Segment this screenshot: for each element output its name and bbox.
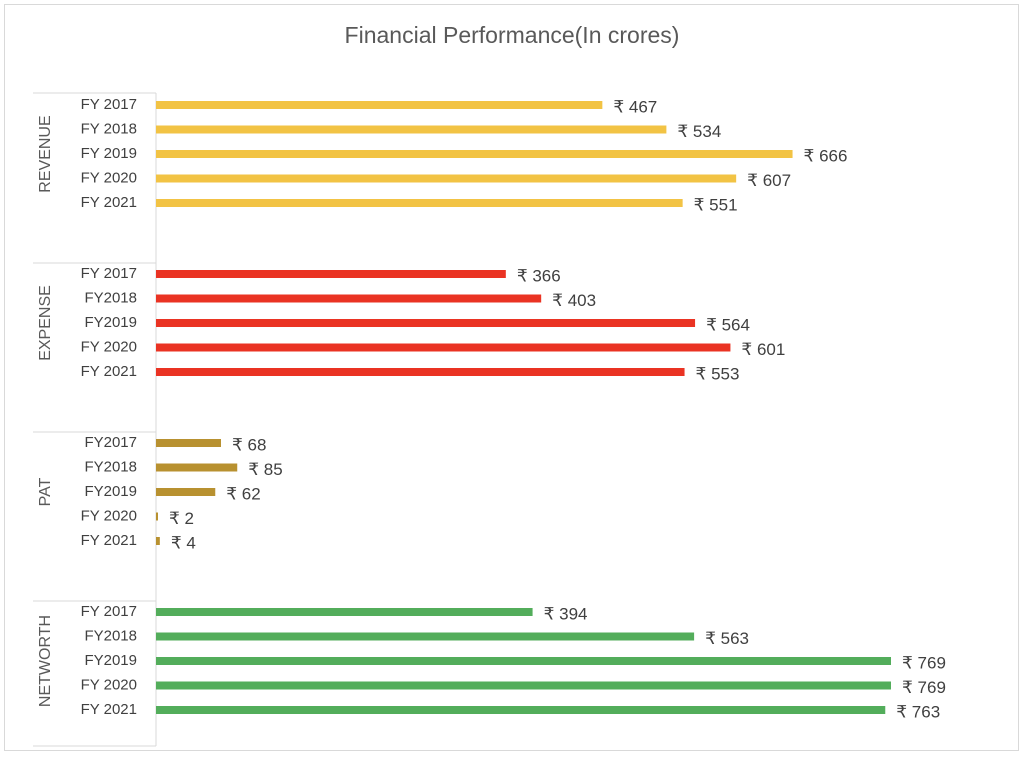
- bar-revenue: [156, 150, 793, 158]
- bar-pat: [156, 537, 160, 545]
- bar-pat: [156, 512, 158, 521]
- bar-expense: [156, 294, 542, 303]
- data-label: ₹ 551: [694, 195, 738, 214]
- group-label-revenue: REVENUE: [37, 115, 54, 192]
- category-label: FY 2020: [81, 338, 137, 355]
- bar-networth: [156, 632, 695, 641]
- data-label: ₹ 601: [741, 340, 785, 359]
- bar-pat: [156, 488, 216, 496]
- data-label: ₹ 467: [613, 97, 657, 116]
- category-label: FY 2017: [81, 265, 137, 282]
- category-label: FY 2021: [81, 363, 137, 380]
- category-label: FY 2020: [81, 507, 137, 524]
- bar-revenue: [156, 199, 683, 207]
- category-label: FY2018: [84, 289, 137, 306]
- data-label: ₹ 763: [896, 702, 940, 721]
- data-label: ₹ 563: [705, 629, 749, 648]
- bar-expense: [156, 343, 731, 352]
- data-label: ₹ 607: [747, 171, 791, 190]
- bar-networth: [156, 706, 886, 714]
- category-label: FY 2021: [81, 701, 137, 718]
- bar-revenue: [156, 125, 667, 134]
- category-label: FY2019: [84, 652, 137, 669]
- data-label: ₹ 85: [248, 460, 282, 479]
- bar-expense: [156, 319, 696, 327]
- bar-revenue: [156, 174, 737, 183]
- category-label: FY 2021: [81, 532, 137, 549]
- category-label: FY 2017: [81, 603, 137, 620]
- group-label-pat: PAT: [37, 477, 54, 506]
- bar-networth: [156, 608, 533, 616]
- bar-networth: [156, 657, 891, 665]
- data-label: ₹ 769: [902, 678, 946, 697]
- data-label: ₹ 553: [696, 364, 740, 383]
- group-label-expense: EXPENSE: [37, 285, 54, 361]
- data-label: ₹ 769: [902, 653, 946, 672]
- category-label: FY2019: [84, 314, 137, 331]
- data-label: ₹ 68: [232, 435, 266, 454]
- data-label: ₹ 2: [169, 509, 194, 528]
- category-label: FY 2017: [81, 96, 137, 113]
- chart-title: Financial Performance(In crores): [344, 22, 680, 48]
- category-label: FY 2018: [81, 120, 137, 137]
- data-label: ₹ 394: [544, 604, 588, 623]
- data-label: ₹ 403: [552, 291, 596, 310]
- bar-networth: [156, 681, 891, 690]
- category-label: FY 2019: [81, 145, 137, 162]
- bar-pat: [156, 439, 221, 447]
- data-label: ₹ 534: [677, 122, 721, 141]
- data-label: ₹ 564: [706, 315, 750, 334]
- bar-expense: [156, 270, 506, 278]
- category-label: FY 2020: [81, 676, 137, 693]
- category-label: FY2018: [84, 627, 137, 644]
- data-label: ₹ 666: [804, 146, 848, 165]
- group-label-networth: NETWORTH: [37, 615, 54, 707]
- bar-revenue: [156, 101, 603, 109]
- data-label: ₹ 62: [226, 484, 260, 503]
- category-label: FY2017: [84, 434, 137, 451]
- data-label: ₹ 4: [171, 533, 196, 552]
- category-label: FY 2021: [81, 194, 137, 211]
- data-label: ₹ 366: [517, 266, 561, 285]
- category-label: FY2018: [84, 458, 137, 475]
- category-label: FY 2020: [81, 169, 137, 186]
- bar-pat: [156, 463, 238, 472]
- category-label: FY2019: [84, 483, 137, 500]
- bar-expense: [156, 368, 685, 376]
